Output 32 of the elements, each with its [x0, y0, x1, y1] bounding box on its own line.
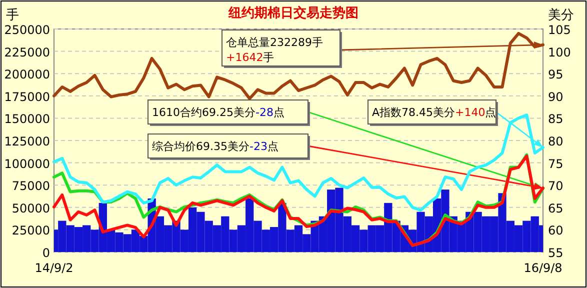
y2-tick-label: 100: [548, 45, 571, 60]
y-tick-label: 200000: [4, 68, 50, 82]
annotation: 仓单总量232289手 +1642手: [226, 36, 323, 64]
y2-tick-label: 80: [548, 134, 564, 148]
y2-tick-label: 75: [548, 156, 564, 171]
y2-tick-label: 85: [548, 112, 564, 126]
y-tick-label: 100000: [4, 156, 50, 171]
y2-tick-label: 95: [548, 68, 564, 82]
y2-tick-label: 90: [548, 90, 564, 104]
y-tick-label: 175000: [4, 90, 50, 104]
annotation: 1610合约69.25美分-28点: [152, 106, 284, 119]
annotation: 综合均价69.35美分-23点: [152, 140, 278, 153]
line-series: [52, 32, 544, 100]
y2-axis-title: 美分: [548, 7, 574, 23]
y2-tick-label: 65: [548, 201, 564, 216]
y-tick-label: 250000: [4, 23, 50, 37]
y-axis-title: 手: [6, 8, 19, 23]
y2-tick-label: 105: [548, 23, 571, 37]
y-tick-label: 25000: [12, 224, 50, 238]
y-tick-label: 0: [42, 246, 50, 260]
x-tick-label: 16/9/8: [524, 261, 562, 275]
y-tick-label: 225000: [4, 45, 50, 60]
y2-tick-label: 55: [548, 246, 564, 260]
y-tick-label: 75000: [12, 179, 50, 194]
annotation: A指数78.45美分+140点: [372, 106, 496, 119]
y-tick-label: 50000: [12, 201, 50, 216]
y-tick-label: 150000: [4, 112, 50, 126]
y2-tick-label: 70: [548, 179, 564, 194]
y2-tick-label: 60: [548, 224, 564, 238]
x-tick-label: 14/9/2: [34, 261, 74, 275]
chart-title: 纽约期棉日交易走势图: [228, 5, 358, 21]
y-tick-label: 125000: [4, 134, 50, 148]
